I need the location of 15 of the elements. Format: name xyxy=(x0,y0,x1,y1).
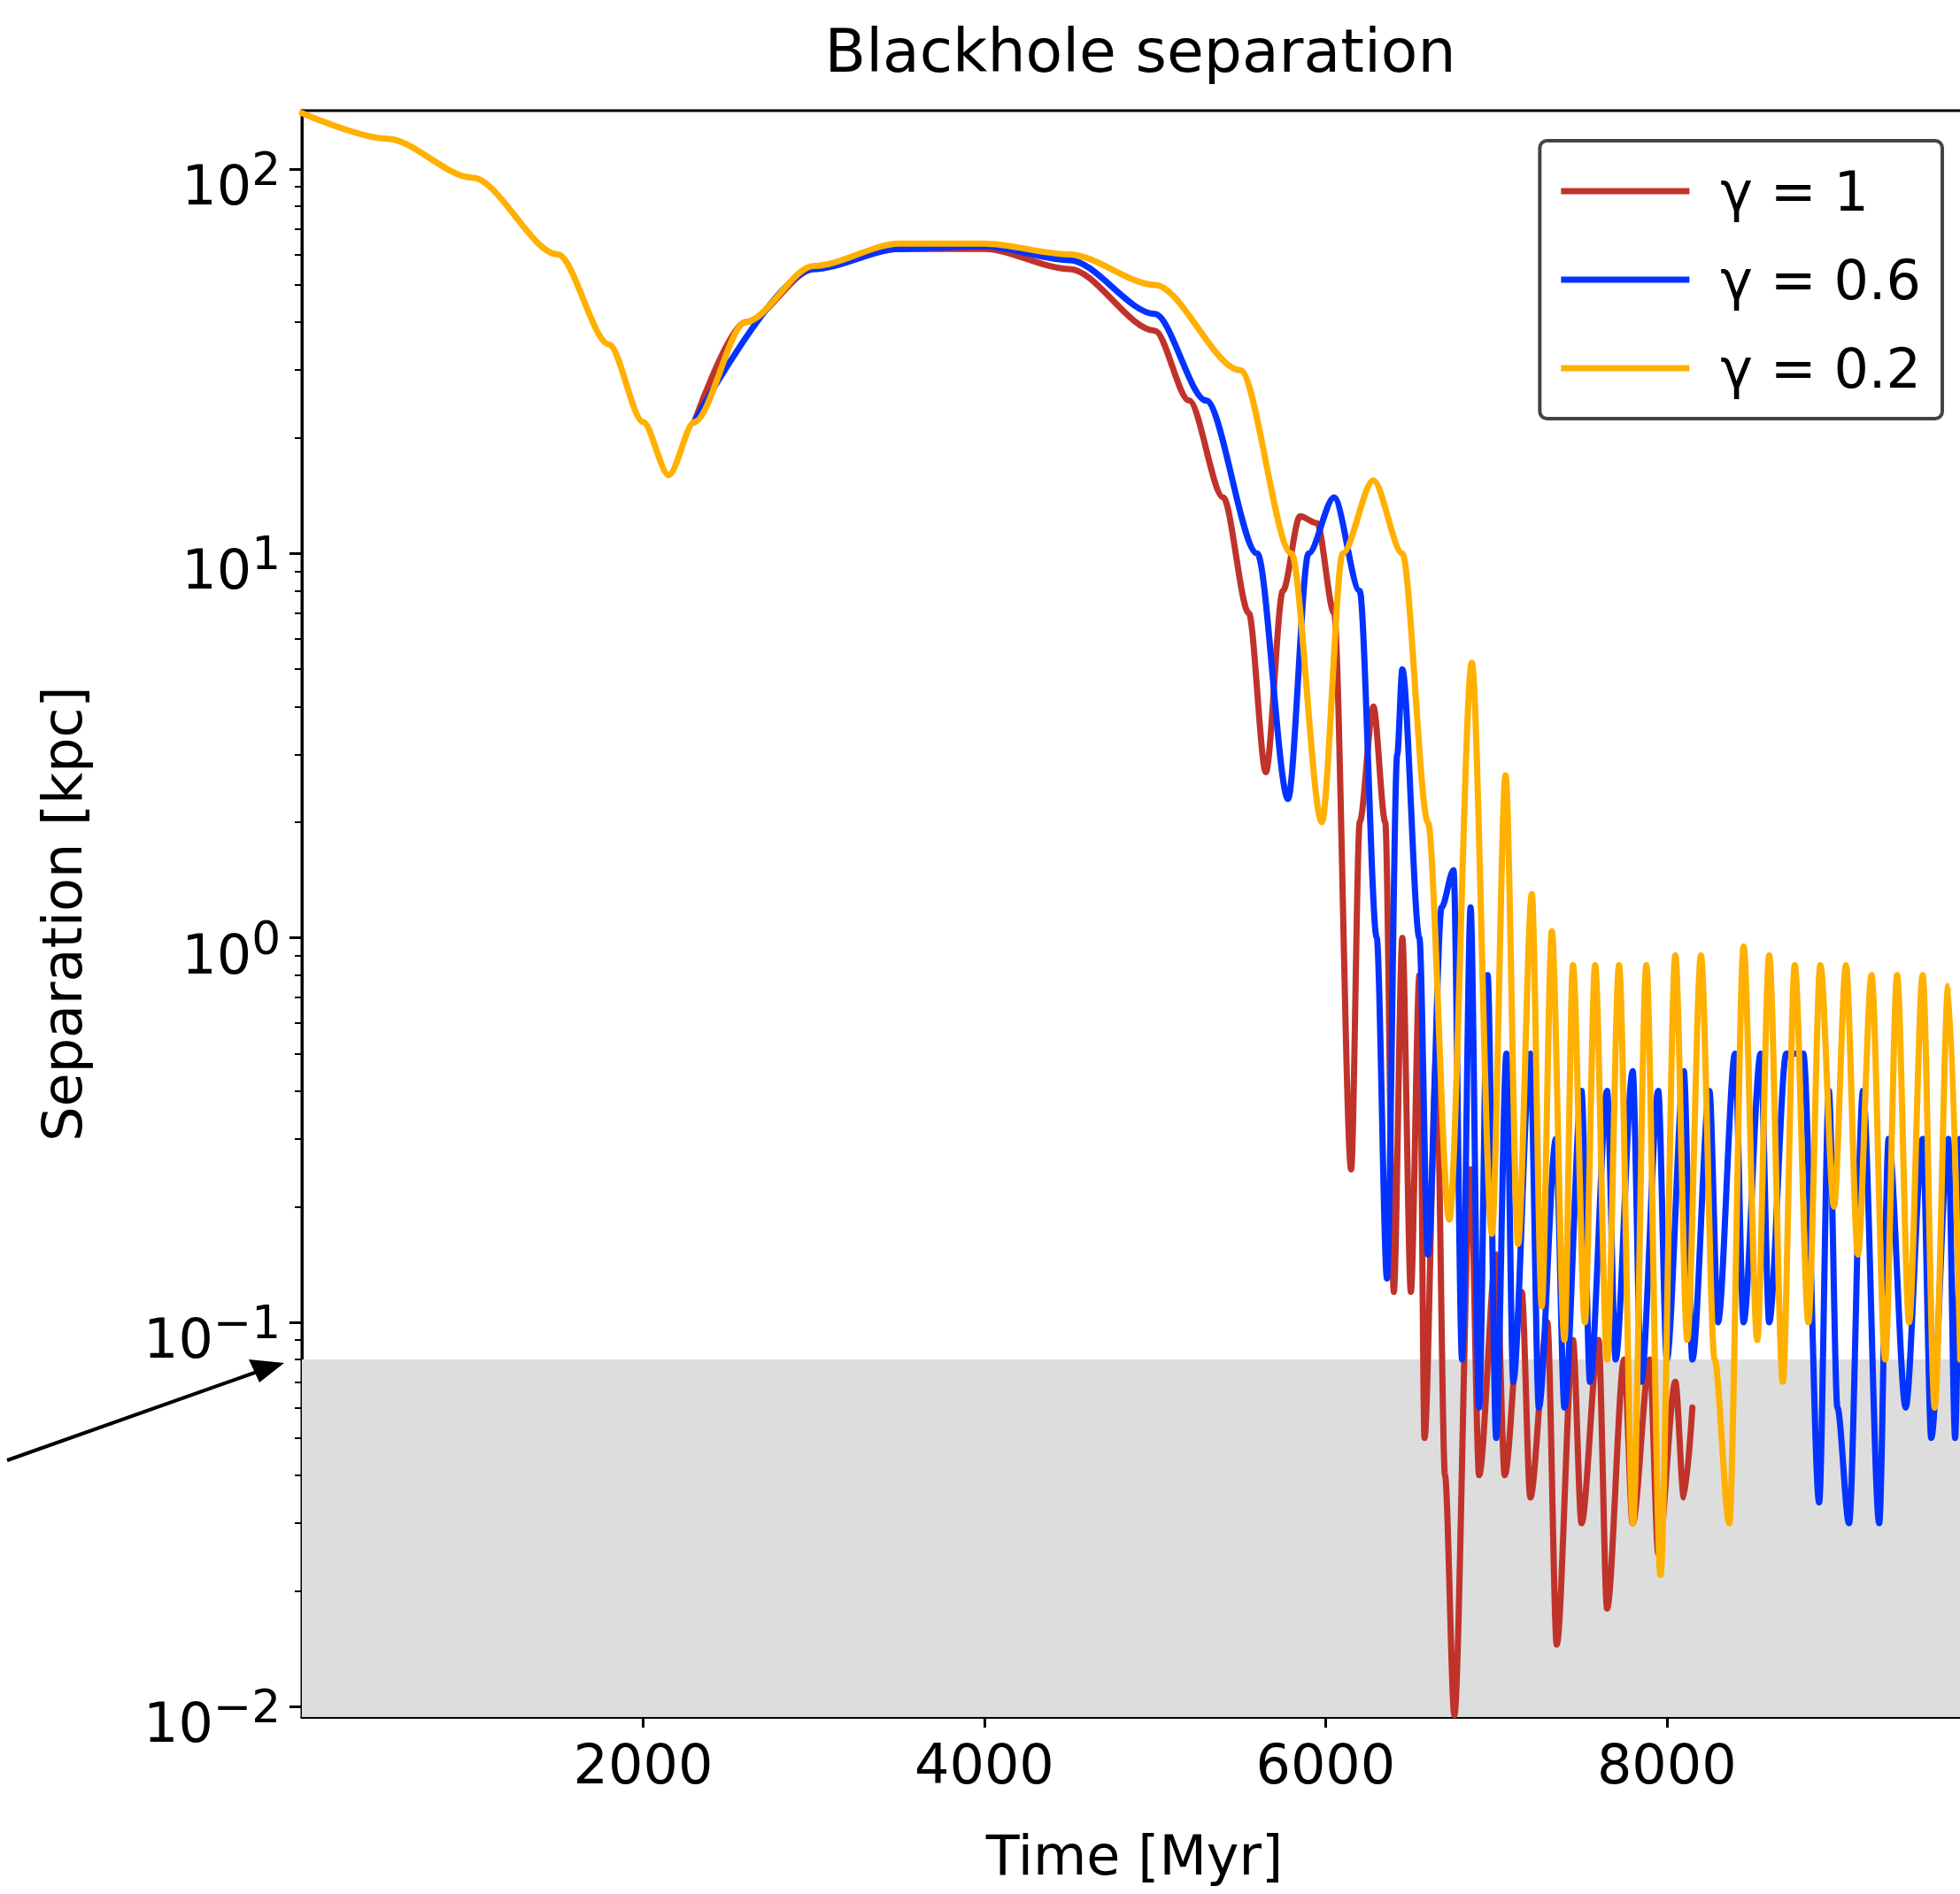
legend-label: γ = 0.6 xyxy=(1720,247,1922,312)
y-axis-title: Separation [kpc] xyxy=(29,686,95,1142)
y-tick-label: 10$^{−2}$ xyxy=(143,1679,281,1755)
y-tick-label: 10$^{−1}$ xyxy=(143,1295,281,1371)
legend-label: γ = 1 xyxy=(1720,158,1869,224)
x-axis-title: Time [Myr] xyxy=(984,1822,1284,1888)
x-tick-label: 6000 xyxy=(1255,1731,1396,1797)
x-tick-label: 2000 xyxy=(573,1731,714,1797)
y-tick-label: 10$^{2}$ xyxy=(181,142,281,218)
y-tick-label: 10$^{0}$ xyxy=(181,910,281,987)
x-tick-label: 8000 xyxy=(1596,1731,1737,1797)
chart-title: Blackhole separation xyxy=(824,15,1456,86)
y-tick-label: 10$^{1}$ xyxy=(181,526,281,603)
x-tick-label: 4000 xyxy=(914,1731,1054,1797)
legend-label: γ = 0.2 xyxy=(1720,335,1922,401)
